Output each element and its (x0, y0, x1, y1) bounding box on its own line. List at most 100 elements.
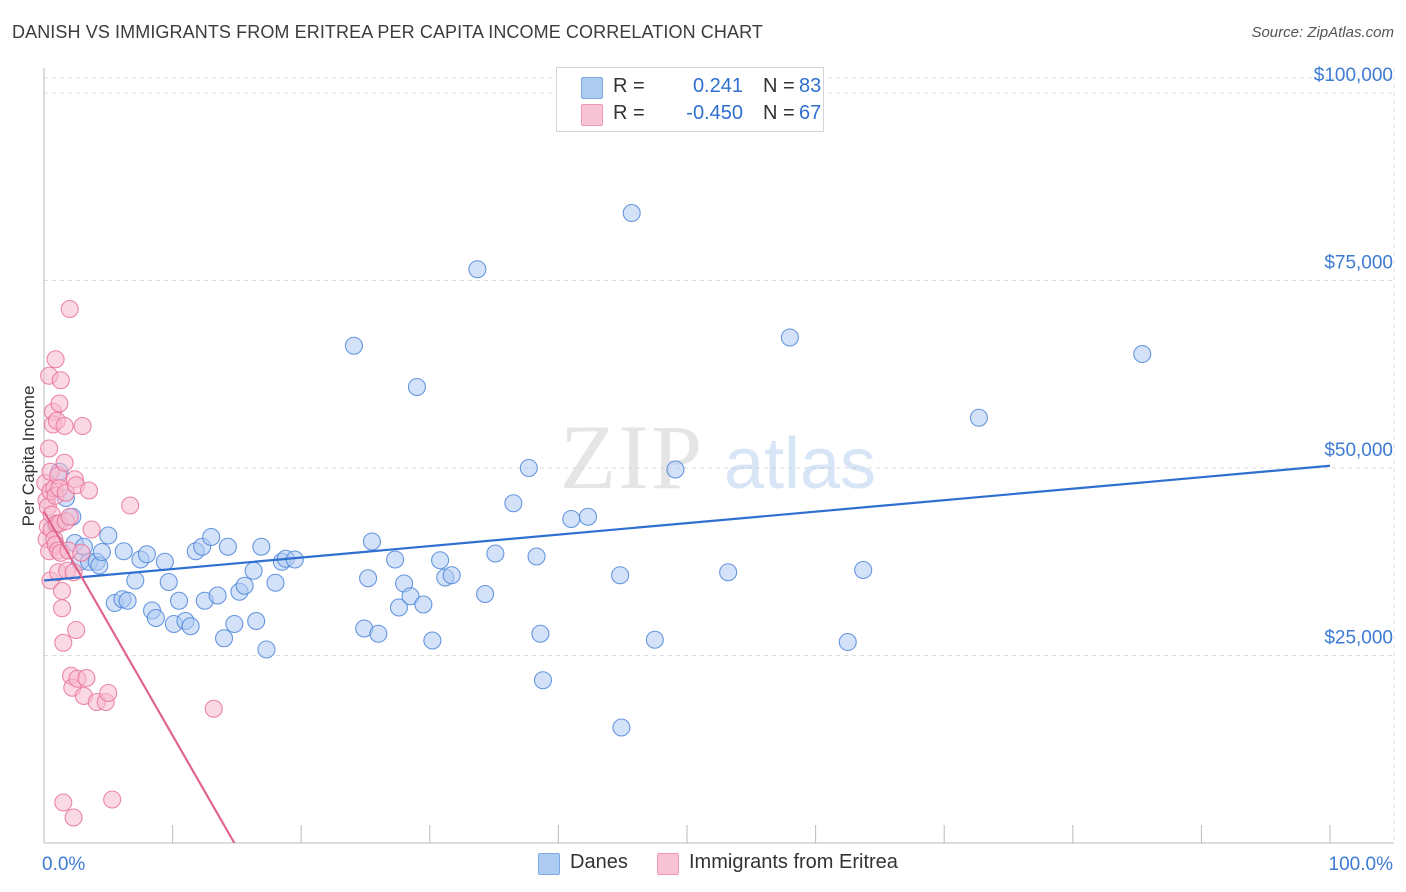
watermark-atlas: atlas (724, 424, 876, 504)
danes-point (169, 591, 189, 610)
eritrea-point (60, 507, 79, 526)
eritrea-trend-line (43, 510, 236, 844)
eritrea-point (103, 790, 122, 809)
danes-point (969, 408, 988, 427)
danes-point (155, 552, 174, 571)
eritrea-point (73, 416, 92, 436)
danes-point (401, 587, 420, 606)
bottom-legend-swatch-eritrea (657, 853, 679, 875)
legend-n-label: N = (763, 75, 795, 97)
danes-point (504, 494, 523, 513)
eritrea-point (99, 683, 118, 703)
danes-point (578, 507, 598, 526)
legend-r-label: R = (613, 102, 645, 124)
danes-point (159, 572, 178, 592)
danes-point (126, 571, 145, 590)
eritrea-point (54, 633, 73, 652)
x-tick-label: 100.0% (1329, 854, 1394, 875)
bottom-legend-label-eritrea: Immigrants from Eritrea (689, 851, 898, 873)
danes-point (414, 595, 433, 614)
watermark-zip: ZIP (560, 406, 704, 508)
danes-point (407, 377, 426, 397)
legend-swatch-eritrea (581, 104, 603, 126)
legend-n-value: 83 (799, 75, 822, 97)
eritrea-point (51, 371, 70, 390)
eritrea-point (77, 668, 96, 688)
danes-point (854, 560, 873, 580)
y-tick-label: $100,000 (1314, 65, 1393, 86)
danes-point (423, 631, 442, 650)
source-label: Source: ZipAtlas.com (1251, 24, 1394, 41)
danes-point (202, 527, 221, 547)
eritrea-point (72, 543, 91, 562)
y-tick-label: $25,000 (1324, 628, 1393, 649)
eritrea-point (50, 394, 69, 413)
eritrea-point (40, 439, 59, 458)
danes-point (486, 544, 505, 563)
danes-point (235, 576, 254, 595)
legend-r-value: -0.450 (686, 102, 743, 124)
danes-trend-line (43, 464, 1331, 582)
x-tick-label: 0.0% (42, 854, 85, 875)
danes-point (257, 640, 276, 659)
legend-r-label: R = (613, 75, 645, 97)
stats-legend: R = 0.241 N = 83 R = -0.450 N = 67 (556, 67, 824, 132)
eritrea-point (55, 453, 74, 472)
danes-point (468, 260, 487, 279)
danes-point (780, 328, 799, 347)
danes-point (266, 573, 285, 592)
danes-point (431, 551, 450, 570)
danes-point (838, 632, 857, 652)
eritrea-point (121, 496, 140, 515)
danes-point (214, 629, 234, 648)
chart-title: DANISH VS IMMIGRANTS FROM ERITREA PER CA… (12, 22, 763, 42)
x-tick-labels: 0.0% 100.0% (42, 854, 1393, 875)
y-tick-label: $50,000 (1324, 440, 1393, 461)
eritrea-point (46, 350, 65, 369)
danes-point (137, 545, 156, 564)
danes-point (208, 586, 227, 605)
danes-point (612, 718, 631, 737)
danes-point (533, 671, 553, 690)
danes-point (386, 550, 405, 569)
bottom-legend-swatch-danes (538, 853, 560, 875)
danes-point (645, 630, 664, 649)
eritrea-point (204, 699, 223, 718)
danes-point (527, 547, 546, 566)
eritrea-point (55, 416, 74, 436)
danes-point (359, 569, 378, 588)
legend-n-label: N = (763, 102, 795, 124)
danes-point (118, 591, 137, 610)
data-points (36, 203, 1152, 827)
danes-point (719, 563, 738, 582)
eritrea-point (52, 581, 72, 601)
watermark: ZIP atlas (560, 406, 876, 508)
danes-point (244, 561, 263, 580)
y-axis-label: Per Capita Income (19, 386, 38, 527)
danes-point (362, 532, 381, 551)
danes-point (666, 460, 685, 479)
y-tick-labels: $25,000 $50,000 $75,000 $100,000 (1314, 65, 1393, 649)
eritrea-point (79, 481, 99, 500)
legend-r-value: 0.241 (692, 75, 743, 97)
danes-point (531, 624, 550, 643)
eritrea-point (52, 599, 72, 618)
y-tick-label: $75,000 (1324, 253, 1393, 274)
danes-point (225, 614, 244, 634)
danes-point (622, 203, 641, 223)
danes-point (389, 598, 408, 617)
legend-swatch-danes (581, 77, 603, 99)
eritrea-point (67, 620, 86, 640)
danes-point (218, 537, 237, 556)
danes-point (92, 542, 111, 562)
danes-point (611, 566, 630, 585)
eritrea-point (82, 520, 101, 539)
grid-lines (44, 68, 1395, 843)
danes-point (1133, 344, 1152, 364)
danes-point (252, 537, 271, 556)
danes-point (369, 624, 388, 643)
danes-point (562, 509, 581, 529)
eritrea-point (60, 299, 79, 319)
trend-lines (43, 464, 1331, 844)
